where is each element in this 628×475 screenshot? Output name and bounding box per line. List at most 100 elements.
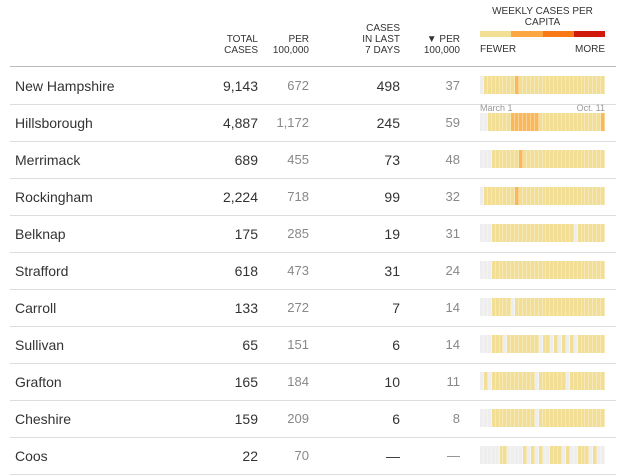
week-cell: [562, 409, 566, 427]
week-cell: [522, 113, 527, 131]
week-cell: [573, 372, 578, 390]
week-cell: [601, 335, 605, 353]
header-per-100k-7-days[interactable]: ▼ PER 100,000: [423, 34, 460, 56]
week-cell: [597, 298, 602, 316]
week-cell: [503, 446, 508, 464]
header-per-100k[interactable]: PER 100,000: [272, 34, 309, 56]
week-cell: [507, 150, 512, 168]
week-cell: [503, 113, 508, 131]
week-cell: [585, 446, 590, 464]
per-100k-7-days: —: [447, 448, 460, 463]
week-cell: [526, 409, 531, 427]
week-cell: [491, 224, 496, 242]
week-cell: [487, 261, 492, 279]
week-cell: [491, 261, 496, 279]
week-cell: [593, 150, 598, 168]
weekly-cases-heatmap: [480, 261, 605, 279]
week-cell: [480, 261, 484, 279]
week-cell: [522, 372, 527, 390]
week-cell: [554, 409, 559, 427]
week-cell: [546, 150, 551, 168]
week-cell: [589, 261, 594, 279]
week-cell: [562, 372, 566, 390]
week-cell: [597, 224, 602, 242]
week-cell: [522, 187, 527, 205]
week-cell: [480, 150, 484, 168]
week-cell: [515, 261, 520, 279]
week-cell: [558, 446, 563, 464]
county-name: New Hampshire: [15, 78, 115, 94]
table-row[interactable]: Hillsborough 4,887 1,172 245 59: [10, 104, 616, 142]
week-cell: [530, 187, 535, 205]
table-row[interactable]: Rockingham 2,224 718 99 32: [10, 178, 616, 216]
week-cell: [499, 113, 504, 131]
per-100k-7-days: 31: [445, 226, 460, 241]
week-cell: [495, 150, 500, 168]
week-cell: [601, 150, 605, 168]
week-cell: [593, 113, 598, 131]
week-cell: [499, 224, 504, 242]
week-cell: [491, 446, 496, 464]
county-name: Hillsborough: [15, 115, 93, 131]
week-cell: [550, 298, 555, 316]
week-cell: [522, 409, 527, 427]
cases-7-days: 7: [392, 300, 400, 316]
table-row[interactable]: Merrimack 689 455 73 48: [10, 141, 616, 179]
per-100k-7-days: 37: [445, 78, 460, 93]
week-cell: [499, 76, 504, 94]
week-cell: [495, 446, 500, 464]
week-cell: [554, 76, 559, 94]
header-total-cases[interactable]: TOTAL CASES: [224, 34, 258, 56]
per-100k: 209: [287, 411, 309, 426]
table-row[interactable]: Belknap 175 285 19 31: [10, 215, 616, 253]
week-cell: [503, 409, 508, 427]
table-row[interactable]: Cheshire 159 209 6 8: [10, 400, 616, 438]
table-row[interactable]: Grafton 165 184 10 11: [10, 363, 616, 401]
week-cell: [515, 150, 520, 168]
week-cell: [597, 261, 602, 279]
week-cell: [562, 261, 566, 279]
week-cell: [526, 298, 531, 316]
week-cell: [581, 261, 586, 279]
table-row[interactable]: Coos 22 70 — —: [10, 437, 616, 475]
table-row[interactable]: Strafford 618 473 31 24: [10, 252, 616, 290]
week-cell: [538, 372, 543, 390]
week-cell: [483, 335, 488, 353]
week-cell: [499, 261, 504, 279]
week-cell: [562, 76, 566, 94]
cases-7-days: 73: [384, 152, 400, 168]
week-cell: [569, 150, 574, 168]
week-cell: [487, 446, 492, 464]
week-cell: [554, 224, 559, 242]
week-cell: [530, 335, 535, 353]
week-cell: [601, 372, 605, 390]
week-cell: [546, 298, 551, 316]
week-cell: [495, 298, 500, 316]
week-cell: [597, 76, 602, 94]
table-row[interactable]: Sullivan 65 151 6 14: [10, 326, 616, 364]
week-cell: [519, 187, 523, 205]
week-cell: [526, 76, 531, 94]
week-cell: [550, 446, 555, 464]
table-row[interactable]: Carroll 133 272 7 14: [10, 289, 616, 327]
week-cell: [511, 150, 516, 168]
week-cell: [546, 187, 551, 205]
week-cell: [550, 150, 555, 168]
week-cell: [491, 335, 496, 353]
weekly-cases-heatmap: [480, 187, 605, 205]
week-cell: [569, 76, 574, 94]
week-cell: [522, 76, 527, 94]
week-cell: [491, 150, 496, 168]
week-cell: [573, 261, 578, 279]
week-cell: [577, 298, 582, 316]
week-cell: [577, 372, 582, 390]
week-cell: [565, 298, 570, 316]
week-cell: [601, 76, 605, 94]
header-cases-7-days[interactable]: CASES IN LAST 7 DAYS: [362, 23, 400, 56]
week-cell: [534, 261, 539, 279]
week-cell: [495, 187, 500, 205]
week-cell: [530, 409, 535, 427]
table-row[interactable]: New Hampshire 9,143 672 498 37 March 1 Oct. 11: [10, 67, 616, 113]
week-cell: [558, 372, 563, 390]
week-cell: [593, 335, 598, 353]
